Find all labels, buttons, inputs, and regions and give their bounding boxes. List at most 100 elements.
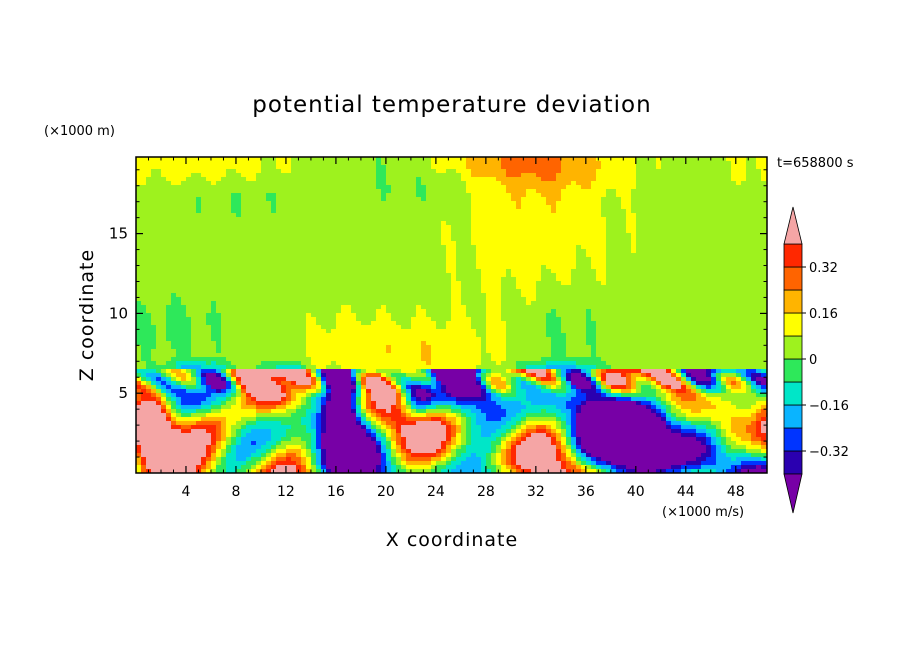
heatmap-cell xyxy=(721,257,727,262)
heatmap-cell xyxy=(616,265,622,270)
heatmap-cell xyxy=(606,165,612,170)
heatmap-cell xyxy=(381,237,387,242)
heatmap-cell xyxy=(681,177,687,182)
heatmap-cell xyxy=(391,161,397,166)
heatmap-cell xyxy=(376,209,382,214)
heatmap-cell xyxy=(751,205,757,210)
heatmap-cell xyxy=(451,169,457,174)
heatmap-cell xyxy=(406,309,412,314)
heatmap-cell xyxy=(176,181,182,186)
heatmap-cell xyxy=(346,277,352,282)
heatmap-cell xyxy=(756,201,762,206)
heatmap-cell xyxy=(741,273,747,278)
heatmap-cell xyxy=(256,289,262,294)
heatmap-cell xyxy=(541,189,547,194)
heatmap-cell xyxy=(246,213,252,218)
heatmap-cell xyxy=(196,221,202,226)
heatmap-cell xyxy=(696,169,702,174)
heatmap-cell xyxy=(316,205,322,210)
heatmap-cell xyxy=(546,177,552,182)
heatmap-cell xyxy=(321,309,327,314)
heatmap-cell xyxy=(631,209,637,214)
heatmap-cell xyxy=(671,281,677,286)
heatmap-cell xyxy=(311,185,317,190)
heatmap-cell xyxy=(361,293,367,298)
heatmap-cell xyxy=(291,281,297,286)
heatmap-cell xyxy=(266,313,272,318)
heatmap-cell xyxy=(761,237,767,242)
heatmap-cell xyxy=(571,185,577,190)
heatmap-cell xyxy=(406,305,412,310)
heatmap-cell xyxy=(301,197,307,202)
heatmap-cell xyxy=(441,161,447,166)
heatmap-cell xyxy=(346,305,352,310)
heatmap-cell xyxy=(481,277,487,282)
heatmap-cell xyxy=(611,221,617,226)
heatmap-cell xyxy=(371,309,377,314)
heatmap-cell xyxy=(601,257,607,262)
heatmap-cell xyxy=(716,297,722,302)
heatmap-cell xyxy=(281,293,287,298)
heatmap-cell xyxy=(141,285,147,290)
heatmap-cell xyxy=(296,245,302,250)
heatmap-cell xyxy=(146,169,152,174)
heatmap-cell xyxy=(341,309,347,314)
heatmap-cell xyxy=(361,217,367,222)
heatmap-cell xyxy=(661,253,667,258)
heatmap-cell xyxy=(506,225,512,230)
heatmap-cell xyxy=(691,249,697,254)
heatmap-cell xyxy=(516,157,522,162)
heatmap-cell xyxy=(371,197,377,202)
heatmap-cell xyxy=(496,181,502,186)
heatmap-cell xyxy=(541,293,547,298)
heatmap-cell xyxy=(266,225,272,230)
heatmap-cell xyxy=(646,309,652,314)
heatmap-cell xyxy=(421,285,427,290)
heatmap-cell xyxy=(596,277,602,282)
heatmap-cell xyxy=(161,273,167,278)
heatmap-cell xyxy=(546,217,552,222)
heatmap-cell xyxy=(466,161,472,166)
heatmap-cell xyxy=(731,237,737,242)
heatmap-cell xyxy=(741,165,747,170)
heatmap-cell xyxy=(286,297,292,302)
heatmap-cell xyxy=(151,273,157,278)
heatmap-cell xyxy=(601,165,607,170)
heatmap-cell xyxy=(351,289,357,294)
heatmap-cell xyxy=(231,301,237,306)
heatmap-cell xyxy=(461,289,467,294)
heatmap-cell xyxy=(556,161,562,166)
heatmap-cell xyxy=(236,253,242,258)
heatmap-cell xyxy=(271,165,277,170)
heatmap-cell xyxy=(281,205,287,210)
heatmap-cell xyxy=(186,313,192,318)
heatmap-cell xyxy=(236,273,242,278)
heatmap-cell xyxy=(301,261,307,266)
heatmap-cell xyxy=(281,245,287,250)
heatmap-cell xyxy=(276,265,282,270)
heatmap-cell xyxy=(551,201,557,206)
heatmap-cell xyxy=(331,269,337,274)
heatmap-cell xyxy=(286,245,292,250)
heatmap-cell xyxy=(526,225,532,230)
heatmap-cell xyxy=(506,197,512,202)
heatmap-cell xyxy=(281,193,287,198)
heatmap-cell xyxy=(356,217,362,222)
heatmap-cell xyxy=(716,305,722,310)
heatmap-cell xyxy=(146,201,152,206)
heatmap-cell xyxy=(581,169,587,174)
heatmap-cell xyxy=(691,177,697,182)
heatmap-cell xyxy=(201,205,207,210)
heatmap-cell xyxy=(371,305,377,310)
heatmap-cell xyxy=(591,161,597,166)
heatmap-cell xyxy=(691,157,697,162)
heatmap-cell xyxy=(196,185,202,190)
heatmap-cell xyxy=(576,265,582,270)
heatmap-cell xyxy=(661,293,667,298)
heatmap-cell xyxy=(221,253,227,258)
heatmap-cell xyxy=(236,221,242,226)
heatmap-cell xyxy=(426,245,432,250)
heatmap-cell xyxy=(636,265,642,270)
heatmap-cell xyxy=(491,257,497,262)
heatmap-cell xyxy=(721,177,727,182)
